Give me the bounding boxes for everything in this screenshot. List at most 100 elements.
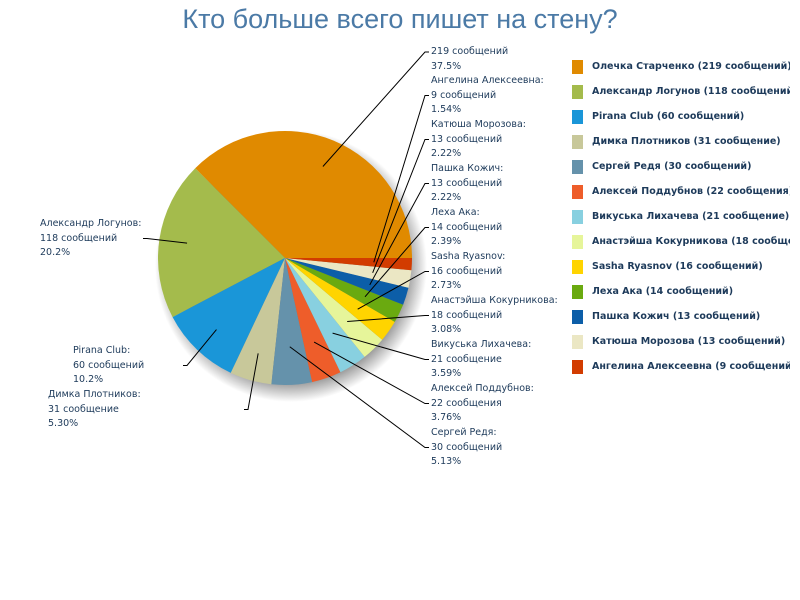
data-label: Анастэйша Кокурникова: 18 сообщений 3.08% bbox=[431, 294, 558, 338]
data-label: Пашка Кожич: 13 сообщений 2.22% bbox=[431, 162, 503, 206]
legend-item: Александр Логунов (118 сообщений) bbox=[572, 79, 790, 104]
data-label-count-text: 22 сообщения bbox=[431, 397, 502, 409]
legend-item: Pirana Club (60 сообщений) bbox=[572, 104, 790, 129]
pie-slice bbox=[285, 258, 404, 322]
legend-label: Pirana Club (60 сообщений) bbox=[592, 111, 745, 122]
data-label: Александр Логунов: 118 сообщений 20.2% bbox=[40, 217, 141, 261]
data-label-label-name: Викуська Лихачева: bbox=[431, 339, 532, 350]
data-label-count-text: 60 сообщений bbox=[73, 359, 145, 371]
leader-line bbox=[373, 95, 429, 263]
leader-line bbox=[313, 341, 429, 404]
data-label-label-name: Сергей Редя: bbox=[431, 427, 497, 438]
data-label: Ангелина Алексеевна: 9 сообщений 1.54% bbox=[431, 74, 544, 118]
data-label-percent: 10.2% bbox=[73, 374, 104, 385]
data-label: Pirana Club: 60 сообщений 10.2% bbox=[73, 344, 144, 388]
pie-slice bbox=[285, 258, 365, 373]
data-label-count-text: 9 сообщений bbox=[431, 89, 497, 101]
data-label: Катюша Морозова: 13 сообщений 2.22% bbox=[431, 118, 526, 162]
data-label-label-name: Катюша Морозова: bbox=[431, 119, 526, 130]
legend-item: Катюша Морозова (13 сообщений) bbox=[572, 329, 790, 354]
legend-label: Викуська Лихачева (21 сообщение) bbox=[592, 211, 790, 222]
legend-swatch bbox=[572, 109, 583, 124]
data-label-percent: 20.2% bbox=[40, 247, 71, 258]
legend-item: Анастэйша Кокурникова (18 сообщений) bbox=[572, 229, 790, 254]
legend-item: Олечка Старченко (219 сообщений) bbox=[572, 54, 790, 79]
legend-swatch bbox=[572, 334, 583, 349]
legend-swatch bbox=[572, 59, 583, 74]
data-label-count-text: 16 сообщений bbox=[431, 265, 503, 277]
legend: Олечка Старченко (219 сообщений) Александ… bbox=[572, 54, 790, 379]
pie-slice bbox=[285, 258, 409, 305]
legend-swatch bbox=[572, 159, 583, 174]
data-label-label-name: Леха Ака: bbox=[431, 207, 480, 218]
legend-item: Пашка Кожич (13 сообщений) bbox=[572, 304, 790, 329]
legend-swatch bbox=[572, 184, 583, 199]
legend-label: Ангелина Алексеевна (9 сообщений) bbox=[592, 361, 790, 372]
leader-line bbox=[369, 183, 429, 286]
legend-label: Леха Ака (14 сообщений) bbox=[592, 286, 734, 297]
legend-label: Пашка Кожич (13 сообщений) bbox=[592, 311, 761, 322]
legend-label: Алексей Поддубнов (22 сообщения) bbox=[592, 186, 790, 197]
data-label-label-name: Ангелина Алексеевна: bbox=[431, 75, 544, 86]
data-label-count-text: 219 сообщений bbox=[431, 46, 509, 57]
pie-slice bbox=[195, 131, 412, 258]
data-label-count-text: 118 сообщений bbox=[40, 232, 118, 244]
data-label-label-name: Sasha Ryasnov: bbox=[431, 251, 506, 262]
legend-label: Димка Плотников (31 сообщение) bbox=[592, 136, 781, 147]
data-label-label-name: Александр Логунов: bbox=[40, 218, 142, 229]
data-label-percent: 2.73% bbox=[431, 280, 462, 291]
data-label: 219 сообщений 37.5% bbox=[431, 45, 508, 74]
legend-swatch bbox=[572, 134, 583, 149]
leader-line bbox=[372, 139, 429, 273]
legend-label: Олечка Старченко (219 сообщений) bbox=[592, 61, 790, 72]
data-label-percent: 3.76% bbox=[431, 412, 462, 423]
legend-swatch bbox=[572, 209, 583, 224]
data-label-percent: 2.22% bbox=[431, 192, 462, 203]
legend-item: Сергей Редя (30 сообщений) bbox=[572, 154, 790, 179]
data-label-count-text: 30 сообщений bbox=[431, 441, 503, 453]
legend-item: Ангелина Алексеевна (9 сообщений) bbox=[572, 354, 790, 379]
chart-title: Кто больше всего пишет на стену? bbox=[182, 4, 618, 34]
leader-line bbox=[244, 353, 259, 410]
data-label-count-text: 13 сообщений bbox=[431, 133, 503, 145]
legend-item: Sasha Ryasnov (16 сообщений) bbox=[572, 254, 790, 279]
data-label: Леха Ака: 14 сообщений 2.39% bbox=[431, 206, 502, 250]
pie-slice bbox=[271, 258, 313, 385]
pie-slice bbox=[285, 258, 341, 383]
pie-slice bbox=[285, 258, 395, 340]
data-label-percent: 5.30% bbox=[48, 418, 79, 429]
legend-swatch bbox=[572, 359, 583, 374]
data-label-count-text: 21 сообщение bbox=[431, 353, 502, 365]
pie-slice bbox=[230, 258, 285, 385]
data-label: Алексей Поддубнов: 22 сообщения 3.76% bbox=[431, 382, 534, 426]
legend-item: Викуська Лихачева (21 сообщение) bbox=[572, 204, 790, 229]
data-label-label-name: Алексей Поддубнов: bbox=[431, 383, 534, 394]
data-label: Сергей Редя: 30 сообщений 5.13% bbox=[431, 426, 502, 470]
leader-line bbox=[332, 332, 429, 360]
data-label-label-name: Пашка Кожич: bbox=[431, 163, 504, 174]
legend-item: Димка Плотников (31 сообщение) bbox=[572, 129, 790, 154]
data-label-percent: 2.39% bbox=[431, 236, 462, 247]
data-label-label-name: Анастэйша Кокурникова: bbox=[431, 295, 558, 306]
data-label-percent: 37.5% bbox=[431, 60, 462, 72]
legend-swatch bbox=[572, 309, 583, 324]
data-label-label-name: Димка Плотников: bbox=[48, 389, 141, 400]
legend-label: Катюша Морозова (13 сообщений) bbox=[592, 336, 786, 347]
data-label-percent: 5.13% bbox=[431, 456, 462, 467]
legend-item: Леха Ака (14 сообщений) bbox=[572, 279, 790, 304]
data-label-percent: 3.08% bbox=[431, 324, 462, 335]
legend-swatch bbox=[572, 259, 583, 274]
pie-slice bbox=[285, 258, 412, 271]
data-label: Sasha Ryasnov: 16 сообщений 2.73% bbox=[431, 250, 505, 294]
legend-label: Александр Логунов (118 сообщений) bbox=[592, 86, 790, 97]
legend-label: Сергей Редя (30 сообщений) bbox=[592, 161, 752, 172]
leader-line bbox=[289, 346, 429, 448]
legend-label: Анастэйша Кокурникова (18 сообщений) bbox=[592, 236, 790, 247]
legend-item: Алексей Поддубнов (22 сообщения) bbox=[572, 179, 790, 204]
data-label-count-text: 14 сообщений bbox=[431, 221, 503, 233]
legend-swatch bbox=[572, 84, 583, 99]
data-label-count-text: 31 сообщение bbox=[48, 403, 119, 415]
data-label-label-name: Pirana Club: bbox=[73, 345, 131, 356]
data-label: Димка Плотников: 31 сообщение 5.30% bbox=[48, 388, 141, 432]
